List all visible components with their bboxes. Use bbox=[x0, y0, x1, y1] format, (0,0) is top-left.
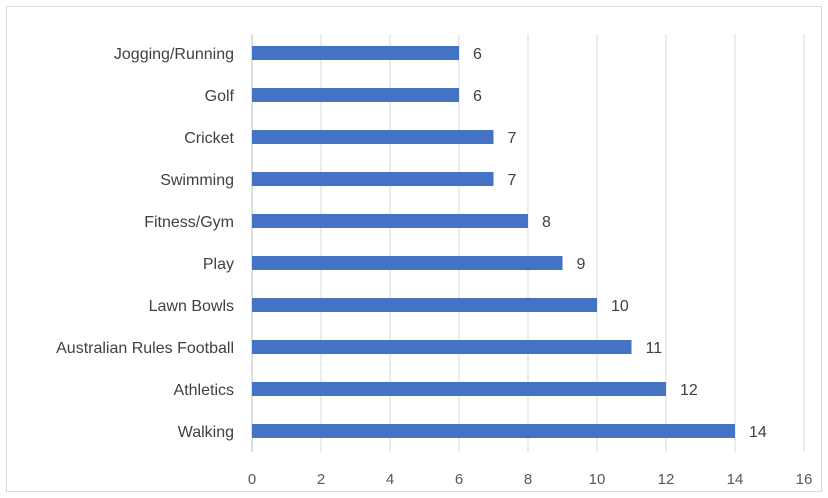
bar bbox=[252, 88, 459, 102]
bar bbox=[252, 172, 494, 186]
category-label: Jogging/Running bbox=[114, 46, 234, 63]
data-label: 9 bbox=[577, 256, 586, 273]
bar bbox=[252, 340, 632, 354]
data-label: 12 bbox=[680, 382, 698, 399]
bar bbox=[252, 256, 563, 270]
chart-frame bbox=[6, 6, 822, 492]
bar bbox=[252, 46, 459, 60]
category-label: Australian Rules Football bbox=[56, 340, 234, 357]
data-label: 7 bbox=[508, 130, 517, 147]
labels: 0 2 4 6 8 10 12 14 16 Jogging/Running 6 Golf 6 Cricke… bbox=[56, 46, 812, 488]
data-label: 6 bbox=[473, 46, 482, 63]
x-tick-label: 14 bbox=[727, 471, 744, 488]
x-tick-label: 10 bbox=[589, 471, 606, 488]
data-label: 7 bbox=[508, 172, 517, 189]
x-tick-label: 0 bbox=[248, 471, 256, 488]
x-tick-label: 6 bbox=[455, 471, 463, 488]
bar bbox=[252, 382, 666, 396]
data-label: 10 bbox=[611, 298, 629, 315]
x-tick-label: 16 bbox=[796, 471, 813, 488]
x-tick-label: 4 bbox=[386, 471, 394, 488]
data-label: 14 bbox=[749, 424, 767, 441]
data-label: 6 bbox=[473, 88, 482, 105]
data-label: 11 bbox=[646, 340, 663, 357]
category-label: Play bbox=[203, 256, 234, 273]
data-label: 8 bbox=[542, 214, 551, 231]
category-label: Cricket bbox=[184, 130, 234, 147]
bar bbox=[252, 424, 735, 438]
x-tick-label: 12 bbox=[658, 471, 675, 488]
category-label: Lawn Bowls bbox=[149, 298, 234, 315]
bars bbox=[252, 46, 735, 438]
x-tick-label: 2 bbox=[317, 471, 325, 488]
x-tick-label: 8 bbox=[524, 471, 532, 488]
category-label: Athletics bbox=[174, 382, 234, 399]
bar bbox=[252, 214, 528, 228]
category-label: Golf bbox=[205, 88, 235, 105]
category-label: Walking bbox=[178, 424, 234, 441]
bar bbox=[252, 130, 494, 144]
bar bbox=[252, 298, 597, 312]
category-label: Swimming bbox=[160, 172, 234, 189]
category-label: Fitness/Gym bbox=[144, 214, 234, 231]
